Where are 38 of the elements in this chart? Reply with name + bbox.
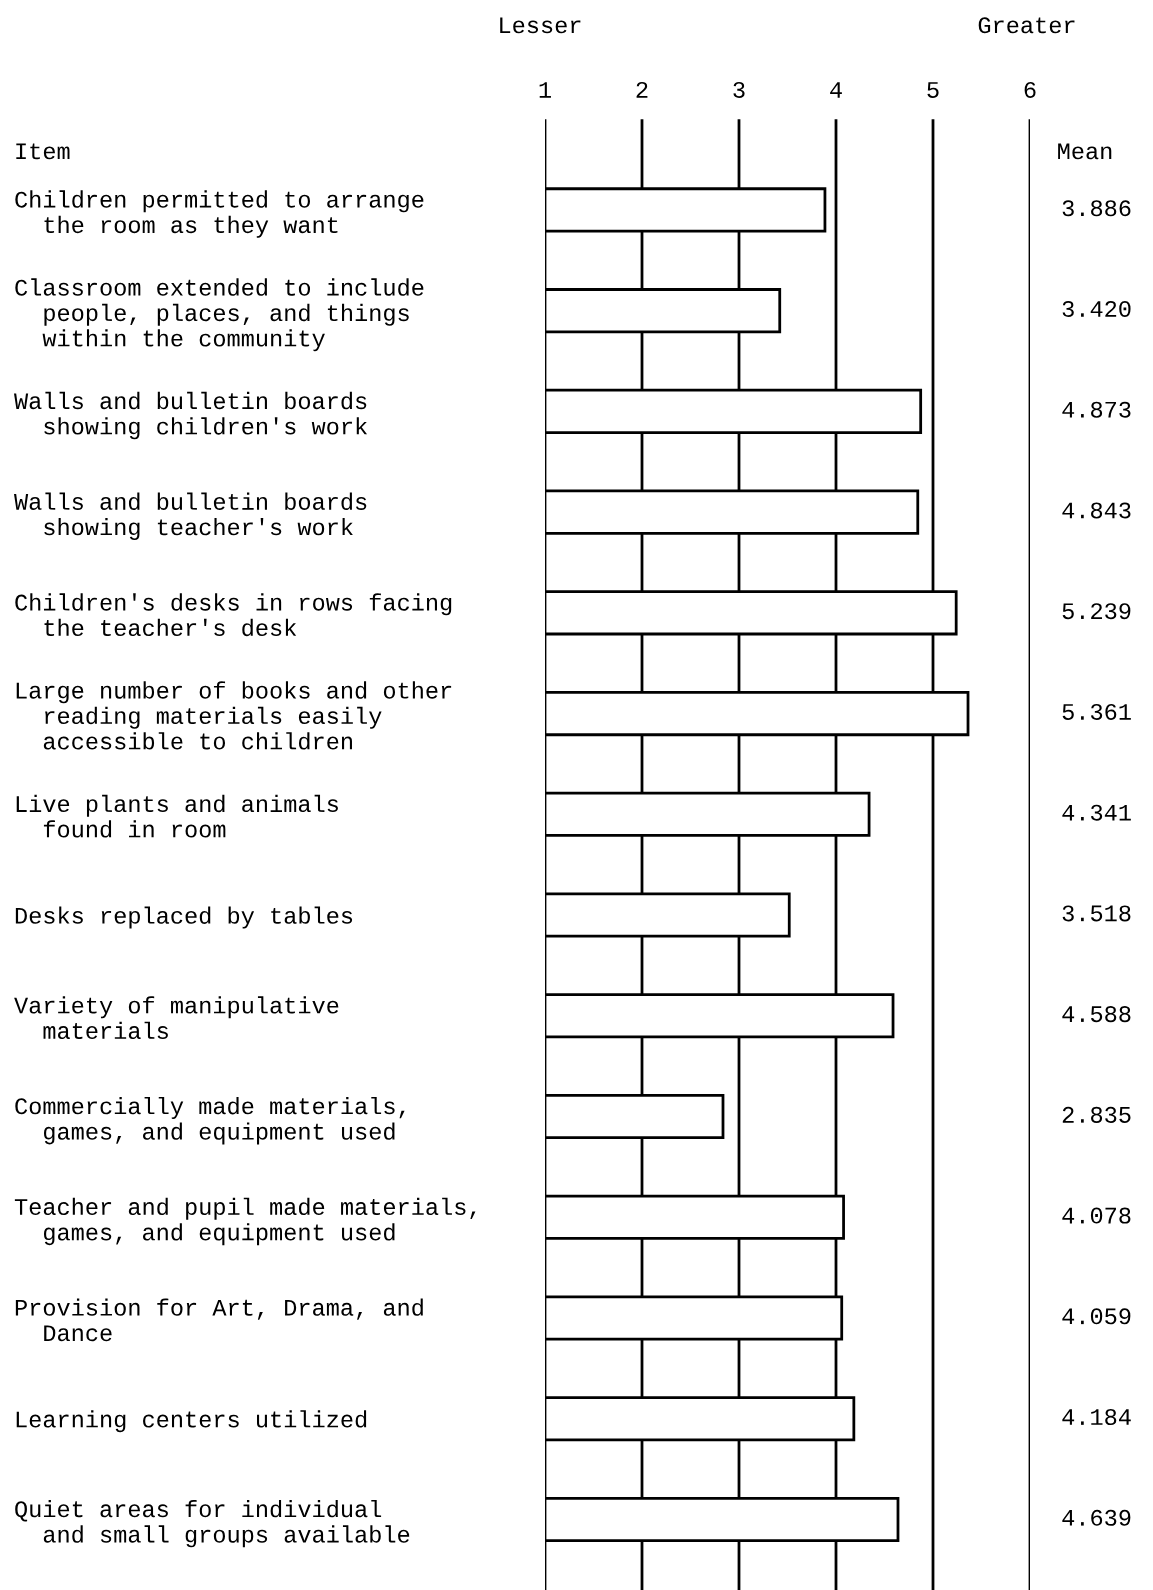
data-label: 5.361 (1062, 703, 1131, 720)
y-tick-label: Desks replaced by tables (15, 906, 353, 929)
y-tick-label: Large number of books and other reading materials easily accessible to children (16, 681, 452, 750)
data-label: 4.873 (1062, 401, 1131, 418)
data-label: 4.843 (1062, 502, 1131, 519)
y-tick-label: Provision for Art, Drama, and Dance (15, 1298, 423, 1342)
x-tick-label: 5 (927, 82, 939, 98)
data-label: 4.184 (1062, 1409, 1131, 1426)
text: Mean (1058, 143, 1112, 160)
data-label: 2.835 (1062, 1106, 1131, 1123)
y-tick-label: Quiet areas for individual and small groups available (15, 1499, 410, 1548)
data-label: 4.078 (1062, 1207, 1131, 1224)
x-tick-label: 4 (830, 82, 842, 98)
y-tick-label: Classroom extended to include people, places, and things within the community (15, 278, 424, 352)
data-label: 3.518 (1062, 905, 1131, 922)
data-label: 4.588 (1062, 1006, 1131, 1023)
data-label: 4.341 (1062, 804, 1131, 821)
x-tick-label: 1 (539, 82, 551, 98)
y-tick-label: Children permitted to arrange the room as they want (15, 190, 424, 238)
data-label: 3.886 (1062, 200, 1131, 217)
data-label: 4.639 (1062, 1509, 1131, 1526)
data-label: 3.420 (1062, 300, 1131, 317)
data-label: 4.059 (1062, 1308, 1131, 1325)
y-tick-label: Walls and bulletin boards showing teacher's work (14, 492, 367, 540)
y-tick-label: Commercially made materials, games, and equipment used (15, 1096, 405, 1145)
x-tick-label: 3 (733, 81, 745, 98)
y-tick-label: Variety of manipulative materials (14, 996, 339, 1040)
text: Greater (978, 17, 1075, 34)
y-tick-label: Walls and bulletin boards showing children's work (14, 391, 368, 440)
text: Lesser (500, 17, 581, 34)
y-tick-label: Live plants and animals found in room (16, 794, 338, 838)
y-tick-label: Learning centers utilized (16, 1410, 367, 1433)
x-tick-label: 6 (1024, 81, 1036, 98)
y-tick-label: Children's desks in rows facing the teacher's desk (15, 593, 452, 637)
x-tick-label: 2 (636, 81, 648, 98)
y-tick-label: Teacher and pupil made materials, games, and equipment used (14, 1197, 476, 1246)
y-axis-title: Item (16, 143, 70, 160)
data-label: 5.239 (1062, 603, 1131, 620)
